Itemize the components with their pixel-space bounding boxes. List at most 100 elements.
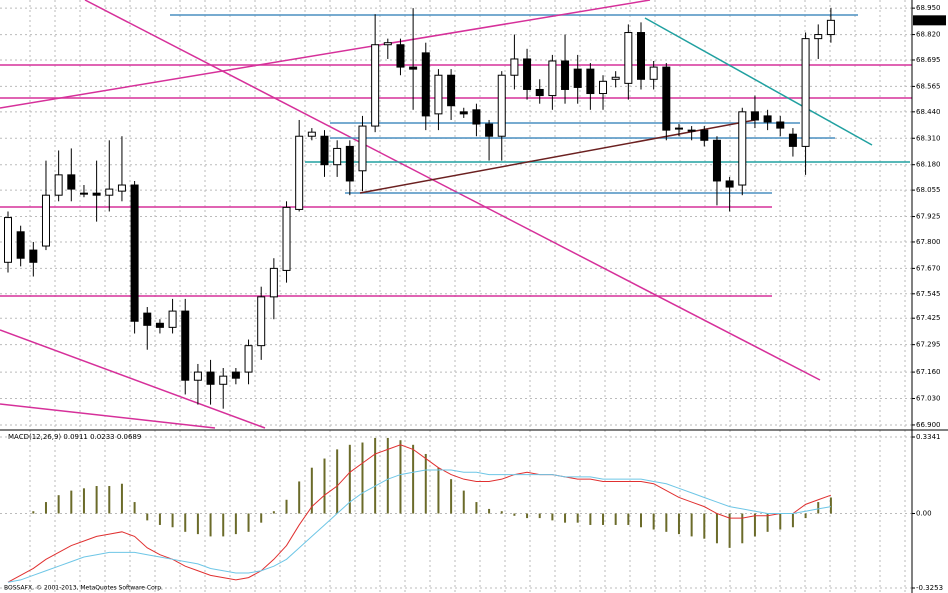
macd-bar: [44, 502, 47, 514]
candle-body: [181, 310, 190, 381]
macd-title: MACD(12,26,9) 0.0911 0.0233 0.0689: [8, 433, 141, 441]
candle-body: [41, 194, 50, 247]
candle-body: [409, 66, 418, 70]
macd-bar: [500, 511, 503, 514]
macd-bar: [829, 497, 832, 514]
candle-body: [155, 322, 164, 328]
macd-bar: [665, 513, 668, 532]
macd-bar: [475, 502, 478, 514]
candle-body: [67, 174, 76, 190]
candle-body: [358, 125, 367, 172]
last-price-box: [913, 15, 946, 26]
y-tick-label: 68.565: [916, 82, 941, 90]
macd-bar: [310, 467, 313, 514]
macd-bar: [348, 444, 351, 514]
candle-body: [130, 184, 139, 322]
candle-body: [510, 58, 519, 76]
candle-body: [662, 66, 671, 131]
macd-bar: [95, 486, 98, 514]
macd-bar: [374, 437, 377, 514]
macd-bar: [728, 513, 731, 548]
candle-body: [763, 115, 772, 123]
candle-body: [649, 66, 658, 80]
candle-body: [788, 133, 797, 147]
macd-bar: [323, 458, 326, 514]
macd-bar: [437, 467, 440, 514]
candle-body: [54, 174, 63, 196]
macd-bar: [32, 511, 35, 514]
candle-body: [712, 139, 721, 182]
macd-bar: [817, 502, 820, 514]
candle-body: [776, 121, 785, 129]
candle-body: [282, 206, 291, 271]
candle-body: [738, 111, 747, 186]
macd-bar: [513, 513, 516, 516]
macd-bar: [564, 513, 567, 523]
macd-bar: [386, 437, 389, 514]
macd-bar: [488, 508, 491, 514]
macd-bar: [652, 513, 655, 530]
macd-line: [7, 469, 831, 583]
candle-body: [637, 32, 645, 80]
macd-bar: [361, 442, 364, 514]
trend-line: [84, 0, 821, 381]
y-tick-label: 68.695: [916, 56, 941, 64]
candle-body: [269, 267, 278, 298]
candle-body: [371, 44, 380, 127]
macd-bar: [260, 513, 263, 523]
macd-bar: [576, 513, 579, 523]
drawing-objects: [0, 0, 912, 429]
macd-bar: [753, 513, 756, 537]
macd-bar: [108, 486, 111, 514]
macd-bar: [82, 488, 85, 514]
macd-bar: [146, 513, 149, 521]
candle-body: [573, 68, 582, 88]
candle-body: [687, 129, 696, 132]
trend-line: [0, 403, 216, 429]
candle-body: [79, 192, 88, 195]
candle-body: [497, 74, 506, 137]
macd-bar: [57, 495, 60, 514]
candle-body: [548, 60, 557, 97]
macd-bar: [222, 513, 225, 537]
macd-bar: [336, 449, 339, 514]
candle-body: [485, 123, 494, 137]
y-tick-label: 67.030: [916, 395, 941, 403]
y-tick-label: 68.055: [916, 186, 941, 194]
macd-bar: [133, 502, 136, 514]
trend-line: [0, 0, 651, 109]
candle-body: [193, 371, 202, 381]
macd-bar: [703, 513, 706, 539]
candle-body: [750, 111, 759, 121]
y-tick-label: 0.00: [916, 510, 932, 518]
macd-bar: [804, 513, 807, 519]
macd-bar: [158, 513, 161, 525]
macd-bar: [298, 481, 301, 514]
y-tick-label: 68.820: [916, 31, 941, 39]
candle-body: [206, 371, 215, 385]
candle-body: [295, 135, 304, 210]
trend-line: [359, 119, 756, 194]
y-tick-label: 67.925: [916, 213, 941, 221]
candle-body: [168, 310, 177, 328]
macd-bar: [171, 513, 174, 528]
candle-body: [29, 249, 38, 263]
candle-body: [320, 135, 329, 166]
macd-bar: [234, 513, 237, 535]
candle-body: [586, 68, 595, 95]
last-price-label: 68.890: [916, 16, 941, 24]
candle-body: [447, 74, 456, 107]
macd-bar: [791, 513, 794, 528]
candle-body: [231, 371, 240, 379]
macd-bar: [424, 453, 427, 514]
y-tick-label: 68.950: [916, 4, 941, 12]
y-tick-label: 0.3341: [916, 433, 941, 441]
macd-bar: [627, 513, 630, 525]
y-tick-label: 68.310: [916, 134, 941, 142]
candle-body: [92, 192, 101, 196]
candle-body: [611, 76, 620, 80]
candle-body: [383, 42, 392, 46]
candle-body: [16, 231, 25, 259]
macd-bar: [399, 440, 402, 514]
